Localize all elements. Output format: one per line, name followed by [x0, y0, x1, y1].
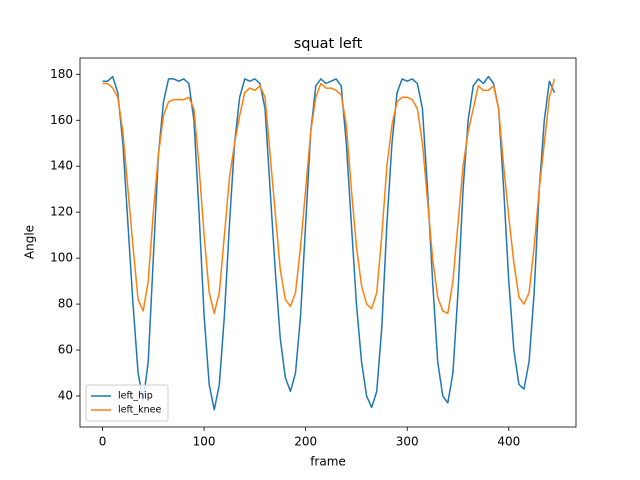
- x-tick-label: 100: [193, 435, 216, 449]
- chart-title: squat left: [294, 36, 363, 52]
- legend-box: [85, 384, 169, 422]
- x-tick-label: 300: [396, 435, 419, 449]
- y-tick-label: 120: [50, 205, 73, 219]
- data-line: [102, 75, 556, 411]
- data-line: [102, 78, 556, 315]
- y-tick-label: 80: [58, 297, 73, 311]
- legend-label: left_knee: [118, 405, 162, 416]
- y-tick-label: 60: [58, 343, 73, 357]
- legend-label: left_hip: [118, 391, 153, 402]
- y-axis-label: Angle: [23, 225, 37, 259]
- y-tick-label: 40: [58, 388, 73, 402]
- plot-frame: [79, 57, 577, 428]
- y-tick-label: 160: [50, 113, 73, 127]
- x-tick-label: 400: [497, 435, 520, 449]
- x-tick-label: 200: [294, 435, 317, 449]
- y-tick-label: 100: [50, 251, 73, 265]
- y-tick-label: 180: [50, 67, 73, 81]
- x-axis-label: frame: [310, 455, 346, 469]
- y-tick-label: 140: [50, 159, 73, 173]
- x-tick-label: 0: [99, 435, 107, 449]
